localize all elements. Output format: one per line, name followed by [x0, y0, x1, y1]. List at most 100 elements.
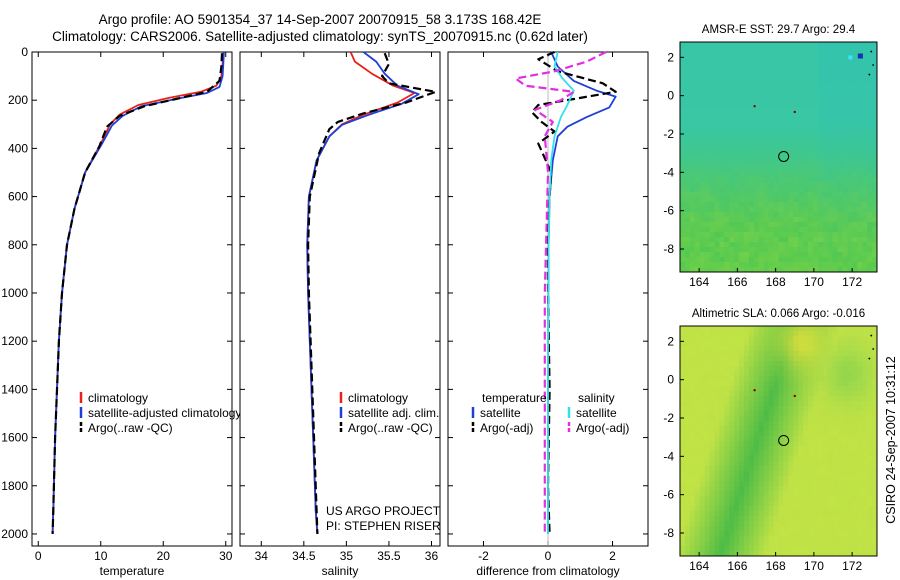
- sla-map-cell: [812, 486, 819, 492]
- sla-map-cell: [847, 446, 853, 452]
- sla-map-cell: [734, 331, 740, 337]
- sla-map-cell: [832, 516, 839, 522]
- sla-map-cell: [734, 356, 740, 362]
- sst-map-cell: [812, 162, 819, 168]
- sst-map-cell: [694, 82, 701, 88]
- sst-map-cell: [748, 102, 755, 108]
- sla-map-cell: [808, 326, 814, 332]
- sla-map-cell: [699, 496, 706, 502]
- sla-map-cell: [714, 551, 720, 556]
- sst-map-cell: [783, 217, 789, 223]
- sla-map-cell: [724, 516, 730, 522]
- sst-map-cell: [748, 217, 755, 223]
- sst-map-cell: [827, 182, 834, 188]
- sla-map-cell: [714, 426, 720, 432]
- sst-map-cell: [862, 92, 868, 98]
- sst-map-cell: [852, 117, 858, 123]
- sla-map-cell: [867, 451, 873, 457]
- sla-map-cell: [808, 481, 814, 487]
- sst-map-cell: [714, 137, 720, 143]
- sst-map-cell: [827, 247, 834, 253]
- sla-map-cell: [729, 361, 735, 367]
- sla-map-cell: [862, 346, 868, 352]
- sst-map-cell: [699, 112, 706, 118]
- sst-map-cell: [744, 267, 750, 272]
- sla-map-cell: [803, 551, 809, 556]
- figure-title-line-1: Argo profile: AO 5901354_37 14-Sep-2007 …: [98, 12, 542, 27]
- sla-map-cell: [773, 331, 780, 337]
- sla-map-cell: [709, 491, 716, 497]
- sst-map-cell: [763, 192, 770, 198]
- sst-map-cell: [783, 227, 789, 233]
- sst-map-cell: [788, 257, 794, 263]
- sla-map-cell: [867, 496, 873, 502]
- sla-map-cell: [680, 451, 686, 457]
- sla-map-cell: [793, 356, 799, 362]
- sla-map-cell: [768, 526, 775, 532]
- sst-map-cell: [729, 72, 735, 78]
- sla-map-cell: [867, 511, 873, 517]
- sst-map-cell: [684, 157, 691, 163]
- sla-map-cell: [862, 521, 868, 527]
- sla-map-cell: [832, 471, 839, 477]
- sst-map-cell: [857, 177, 863, 183]
- sst-map-cell: [704, 52, 711, 58]
- sla-map-cell: [729, 376, 735, 382]
- sst-map-cell: [842, 132, 849, 138]
- sla-map-cell: [812, 351, 819, 357]
- sst-map-cell: [837, 222, 844, 228]
- sst-map-cell: [689, 167, 696, 173]
- sla-map-cell: [704, 501, 711, 507]
- sst-map-cell: [753, 107, 760, 113]
- sst-map-cell: [808, 197, 814, 203]
- sla-map-cell: [817, 361, 824, 367]
- sla-map-cell: [837, 346, 844, 352]
- sst-map-cell: [704, 217, 711, 223]
- sst-map-cell: [773, 217, 780, 223]
- sla-map-cell: [798, 361, 804, 367]
- sst-map-cell: [714, 167, 720, 173]
- sst-map-cell: [808, 72, 814, 78]
- sst-map-cell: [852, 267, 858, 272]
- sla-map-cell: [729, 421, 735, 427]
- sst-map-cell: [827, 52, 834, 58]
- sst-map-cell: [739, 247, 745, 253]
- sla-map-cell: [788, 511, 794, 517]
- sst-map-cell: [709, 137, 716, 143]
- sst-map-cell: [684, 267, 691, 272]
- sla-map-cell: [812, 466, 819, 472]
- sst-map-cell: [744, 162, 750, 168]
- sst-map-cell: [768, 57, 775, 63]
- sla-map-cell: [763, 331, 770, 337]
- sla-map-cell: [827, 381, 834, 387]
- sst-map-cell: [793, 112, 799, 118]
- sla-map-cell: [832, 341, 839, 347]
- sla-map-cell: [827, 421, 834, 427]
- sst-map-cell: [817, 42, 824, 48]
- sst-map-cell: [808, 112, 814, 118]
- sst-map-cell: [734, 112, 740, 118]
- sla-map-cell: [763, 496, 770, 502]
- sst-map-cell: [739, 217, 745, 223]
- sla-map-cell: [817, 401, 824, 407]
- sla-map-cell: [788, 396, 794, 402]
- sst-map-cell: [704, 267, 711, 272]
- sla-map-cell: [684, 521, 691, 527]
- sst-map-cell: [788, 267, 794, 272]
- sla-map-cell: [867, 401, 873, 407]
- sla-map-cell: [788, 506, 794, 512]
- sst-map-cell: [689, 132, 696, 138]
- sst-map-cell: [778, 232, 785, 238]
- sst-map-cell: [739, 242, 745, 248]
- sla-map-cell: [763, 481, 770, 487]
- sst-map-cell: [867, 152, 873, 158]
- sst-map-cell: [847, 267, 853, 272]
- sla-map-cell: [778, 336, 785, 342]
- sla-map-cell: [857, 376, 863, 382]
- sla-map-cell: [724, 426, 730, 432]
- sst-map-cell: [719, 102, 725, 108]
- sla-map-cell: [867, 546, 873, 552]
- sst-map-cell: [684, 237, 691, 243]
- sst-map-cell: [699, 62, 706, 68]
- sla-map-cell: [680, 456, 686, 462]
